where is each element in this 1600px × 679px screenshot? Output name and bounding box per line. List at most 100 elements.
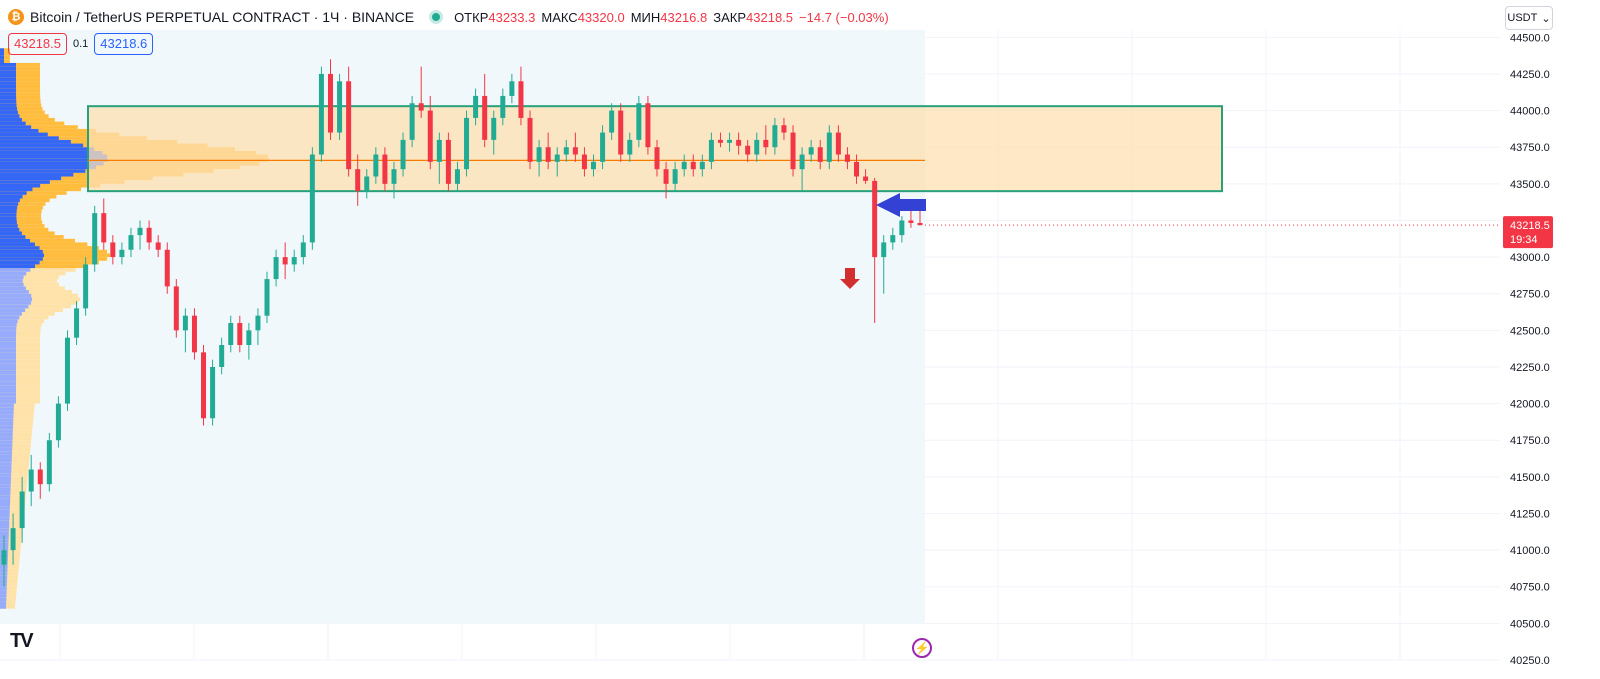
price-tick-label: 41750.0 (1510, 435, 1550, 447)
candle-body (908, 220, 914, 223)
volume-profile-bar (0, 172, 74, 177)
volume-profile-bar (0, 66, 41, 71)
volume-profile-bar (0, 242, 35, 247)
volume-profile-bar (0, 513, 10, 518)
candle-body (37, 469, 43, 485)
volume-profile-bar (0, 531, 9, 536)
volume-profile-bar (0, 330, 17, 335)
low-label: МИН (630, 9, 661, 25)
candle-body (717, 139, 723, 143)
volume-profile-bar (0, 242, 88, 247)
candle-body (92, 213, 98, 265)
candle-body (74, 308, 80, 338)
volume-profile-bar (0, 315, 49, 320)
volume-profile-bar (0, 564, 19, 569)
volume-profile-bar (0, 315, 20, 320)
lightning-icon[interactable]: ⚡ (912, 638, 932, 658)
volume-profile-bar (0, 495, 11, 499)
volume-profile-bar (0, 491, 11, 496)
volume-profile-bar (0, 542, 22, 547)
candle-body (817, 147, 823, 162)
tradingview-logo-icon[interactable]: TV (10, 630, 34, 652)
left-arrow-icon (876, 193, 926, 217)
volume-profile-bar (0, 125, 32, 129)
volume-profile-bar (0, 176, 62, 181)
volume-profile-bar (0, 301, 32, 305)
volume-profile-bar (0, 410, 34, 415)
volume-profile-bar (0, 202, 19, 206)
sell-price-button[interactable]: 43218.5 (8, 33, 67, 55)
volume-profile-bar (0, 312, 55, 316)
volume-profile-bar (0, 601, 7, 606)
candle-body (337, 81, 343, 133)
price-tick-label: 43000.0 (1510, 252, 1550, 264)
candle-body (681, 161, 687, 170)
volume-profile-bar (0, 348, 41, 353)
candle-body (418, 103, 424, 111)
volume-profile-bar (0, 348, 17, 353)
candle-body (872, 180, 878, 258)
candle-body (826, 132, 832, 162)
volume-profile-bar (0, 286, 65, 291)
volume-profile-bar (0, 334, 41, 338)
candle-body (917, 222, 923, 226)
candle-body (563, 147, 569, 155)
buy-price-button[interactable]: 43218.6 (94, 33, 154, 55)
volume-profile-bar (0, 414, 14, 419)
volume-profile-bar (0, 198, 20, 203)
volume-profile-bar (0, 421, 14, 426)
volume-profile-bar (0, 114, 20, 118)
volume-profile-bar (0, 330, 41, 335)
volume-profile-bar (0, 469, 12, 474)
candle-body (754, 139, 760, 155)
candle-body (482, 95, 488, 140)
volume-profile-bar (0, 246, 40, 250)
volume-profile-bar (0, 268, 76, 272)
volume-profile-bar (0, 143, 84, 148)
candle-body (591, 161, 597, 170)
volume-profile-bar (0, 355, 41, 360)
volume-profile-bar (0, 363, 40, 367)
volume-profile-bar (0, 583, 18, 587)
symbol-title[interactable]: Bitcoin / TetherUS PERPETUAL CONTRACT · … (30, 9, 415, 25)
volume-profile-bar (0, 407, 14, 411)
volume-profile-bar (0, 506, 25, 510)
close-label: ЗАКР (713, 9, 747, 25)
price-tick-label: 43500.0 (1510, 179, 1550, 191)
candle-body (300, 242, 306, 258)
candle-body (727, 139, 733, 143)
candle-body (672, 169, 678, 184)
volume-profile-bar (0, 125, 78, 129)
candle-body (128, 235, 134, 250)
volume-profile-bar (0, 48, 10, 52)
candle-body (427, 110, 433, 162)
volume-profile-bar (0, 432, 13, 437)
volume-profile-bar (0, 381, 40, 386)
candle-body (436, 139, 442, 162)
price-tick-label: 41000.0 (1510, 545, 1550, 557)
volume-profile-bar (0, 73, 17, 78)
candle-body (228, 323, 234, 345)
volume-profile-bar (0, 583, 7, 587)
volume-profile-bar (0, 355, 17, 360)
candle-body (790, 132, 796, 170)
candle-body (382, 154, 388, 184)
candle-body (309, 154, 315, 243)
volume-profile-bar (0, 407, 35, 411)
volume-profile-bar (0, 110, 45, 115)
volume-profile-bar (0, 48, 4, 52)
volume-profile-bar (0, 231, 22, 236)
volume-profile-bar (0, 590, 7, 595)
volume-profile-bar (0, 55, 4, 60)
candle-body (282, 257, 288, 265)
volume-profile-bar (0, 454, 30, 459)
volume-profile-bar (0, 366, 40, 371)
volume-profile-bar (0, 374, 40, 378)
currency-selector[interactable]: USDT ⌄ (1505, 6, 1553, 30)
volume-profile-bar (0, 161, 104, 166)
volume-profile-bar (0, 95, 17, 100)
volume-profile-bar (0, 480, 28, 485)
volume-profile-bar (0, 429, 13, 433)
volume-profile-bar (0, 377, 40, 382)
